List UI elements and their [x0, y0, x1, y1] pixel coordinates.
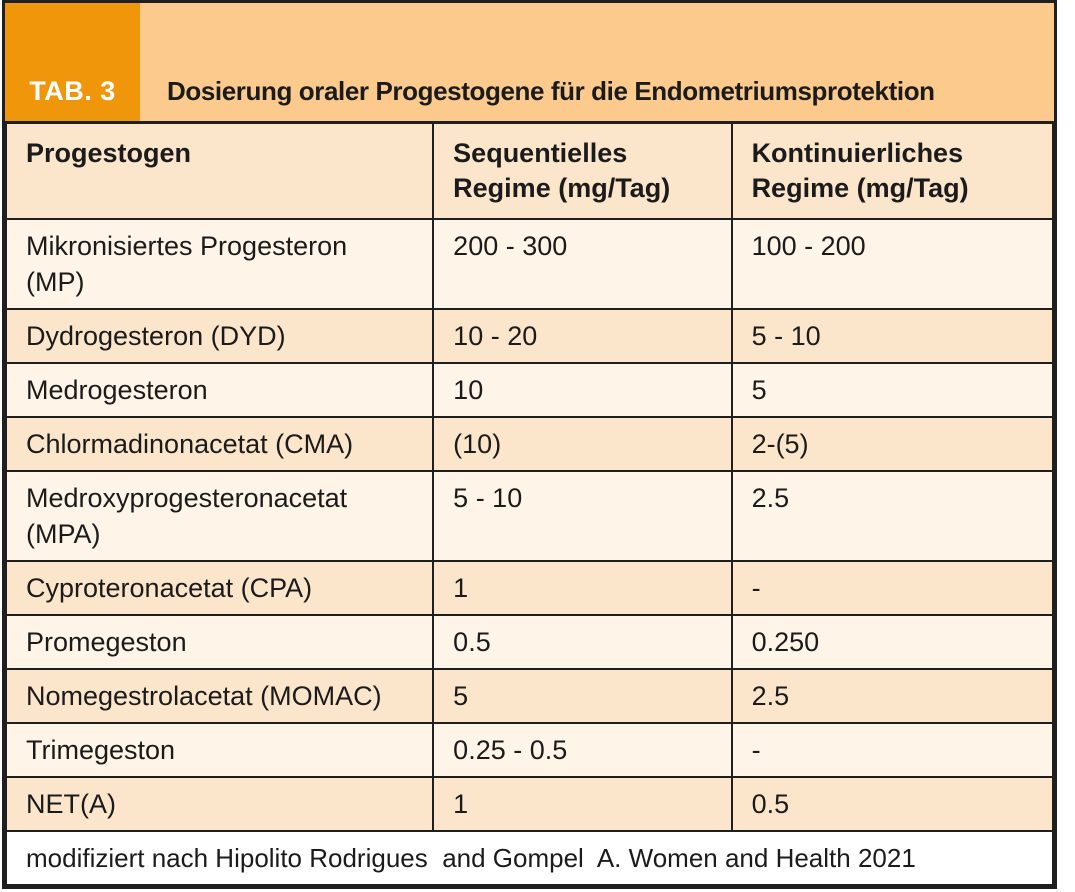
cell-sequential-dose: 5 - 10 [432, 470, 733, 562]
figure-header-band: TAB. 3 Dosierung oraler Progestogene für… [5, 3, 1054, 121]
cell-progestogen-name: Dydrogesteron (DYD) [4, 308, 435, 364]
cell-continuous-dose: 5 - 10 [730, 308, 1055, 364]
cell-progestogen-name: Medroxyprogesteronacetat (MPA) [4, 470, 435, 562]
cell-continuous-dose: - [730, 722, 1055, 778]
table-row: Mikronisiertes Progesteron (MP) 200 - 30… [4, 218, 1055, 310]
cell-sequential-dose: 0.5 [432, 614, 733, 670]
table-row: NET(A) 1 0.5 [4, 776, 1055, 832]
cell-progestogen-name: Chlormadinonacetat (CMA) [4, 416, 435, 472]
cell-sequential-dose: 1 [432, 776, 733, 832]
cell-sequential-dose: (10) [432, 416, 733, 472]
dosing-table: Progestogen Sequentielles Regime (mg/Tag… [4, 121, 1055, 886]
column-header-sequential-regime: Sequentielles Regime (mg/Tag) [432, 121, 733, 220]
cell-continuous-dose: 100 - 200 [730, 218, 1055, 310]
cell-continuous-dose: 2-(5) [730, 416, 1055, 472]
table-number-badge: TAB. 3 [5, 3, 140, 121]
cell-continuous-dose: 2.5 [730, 470, 1055, 562]
cell-sequential-dose: 10 - 20 [432, 308, 733, 364]
table-number-label: TAB. 3 [29, 76, 116, 106]
table-row: Chlormadinonacetat (CMA) (10) 2-(5) [4, 416, 1055, 472]
table-row: Nomegestrolacetat (MOMAC) 5 2.5 [4, 668, 1055, 724]
table-figure: TAB. 3 Dosierung oraler Progestogene für… [2, 0, 1057, 889]
cell-continuous-dose: 2.5 [730, 668, 1055, 724]
cell-continuous-dose: - [730, 560, 1055, 616]
table-footer-row: modifiziert nach Hipolito Rodrigues and … [5, 830, 1054, 886]
table-row: Promegeston 0.5 0.250 [4, 614, 1055, 670]
column-header-continuous-regime: Kontinuierliches Regime (mg/Tag) [730, 121, 1055, 220]
cell-continuous-dose: 0.5 [730, 776, 1055, 832]
table-row: Dydrogesteron (DYD) 10 - 20 5 - 10 [4, 308, 1055, 364]
cell-continuous-dose: 5 [730, 362, 1055, 418]
figure-title: Dosierung oraler Progestogene für die En… [167, 76, 935, 106]
cell-progestogen-name: Mikronisiertes Progesteron (MP) [4, 218, 435, 310]
table-header-row: Progestogen Sequentielles Regime (mg/Tag… [4, 121, 1055, 220]
cell-progestogen-name: NET(A) [4, 776, 435, 832]
cell-sequential-dose: 0.25 - 0.5 [432, 722, 733, 778]
cell-sequential-dose: 10 [432, 362, 733, 418]
source-note: modifiziert nach Hipolito Rodrigues and … [5, 830, 1054, 886]
table-row: Trimegeston 0.25 - 0.5 - [4, 722, 1055, 778]
table-row: Medrogesteron 10 5 [4, 362, 1055, 418]
cell-continuous-dose: 0.250 [730, 614, 1055, 670]
cell-sequential-dose: 1 [432, 560, 733, 616]
cell-progestogen-name: Nomegestrolacetat (MOMAC) [4, 668, 435, 724]
cell-sequential-dose: 200 - 300 [432, 218, 733, 310]
table-body: Mikronisiertes Progesteron (MP) 200 - 30… [4, 218, 1055, 832]
table-row: Cyproteronacetat (CPA) 1 - [4, 560, 1055, 616]
cell-progestogen-name: Promegeston [4, 614, 435, 670]
cell-progestogen-name: Medrogesteron [4, 362, 435, 418]
cell-sequential-dose: 5 [432, 668, 733, 724]
cell-progestogen-name: Trimegeston [4, 722, 435, 778]
cell-progestogen-name: Cyproteronacetat (CPA) [4, 560, 435, 616]
table-row: Medroxyprogesteronacetat (MPA) 5 - 10 2.… [4, 470, 1055, 562]
column-header-progestogen: Progestogen [4, 121, 435, 220]
